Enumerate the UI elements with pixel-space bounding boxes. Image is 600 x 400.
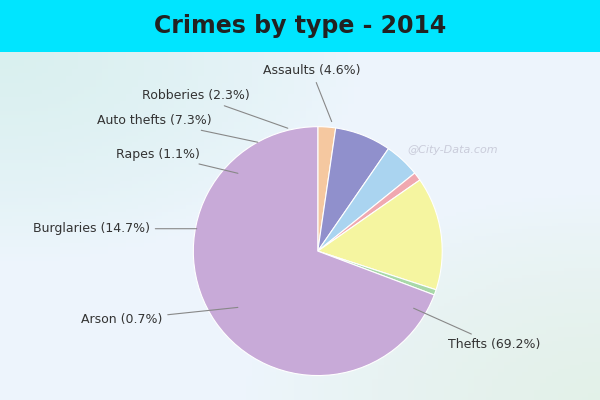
Wedge shape — [318, 251, 436, 295]
Text: Thefts (69.2%): Thefts (69.2%) — [413, 308, 541, 351]
Text: Assaults (4.6%): Assaults (4.6%) — [263, 64, 361, 122]
Text: Arson (0.7%): Arson (0.7%) — [81, 307, 238, 326]
Text: Robberies (2.3%): Robberies (2.3%) — [142, 89, 288, 128]
Wedge shape — [193, 127, 434, 376]
Wedge shape — [318, 173, 420, 251]
Text: Crimes by type - 2014: Crimes by type - 2014 — [154, 14, 446, 38]
Wedge shape — [318, 180, 442, 290]
Wedge shape — [318, 149, 415, 251]
Wedge shape — [318, 127, 336, 251]
Text: Burglaries (14.7%): Burglaries (14.7%) — [33, 222, 197, 235]
Wedge shape — [318, 128, 388, 251]
Text: Auto thefts (7.3%): Auto thefts (7.3%) — [97, 114, 258, 142]
Text: @City-Data.com: @City-Data.com — [407, 145, 498, 155]
Text: Rapes (1.1%): Rapes (1.1%) — [116, 148, 238, 173]
